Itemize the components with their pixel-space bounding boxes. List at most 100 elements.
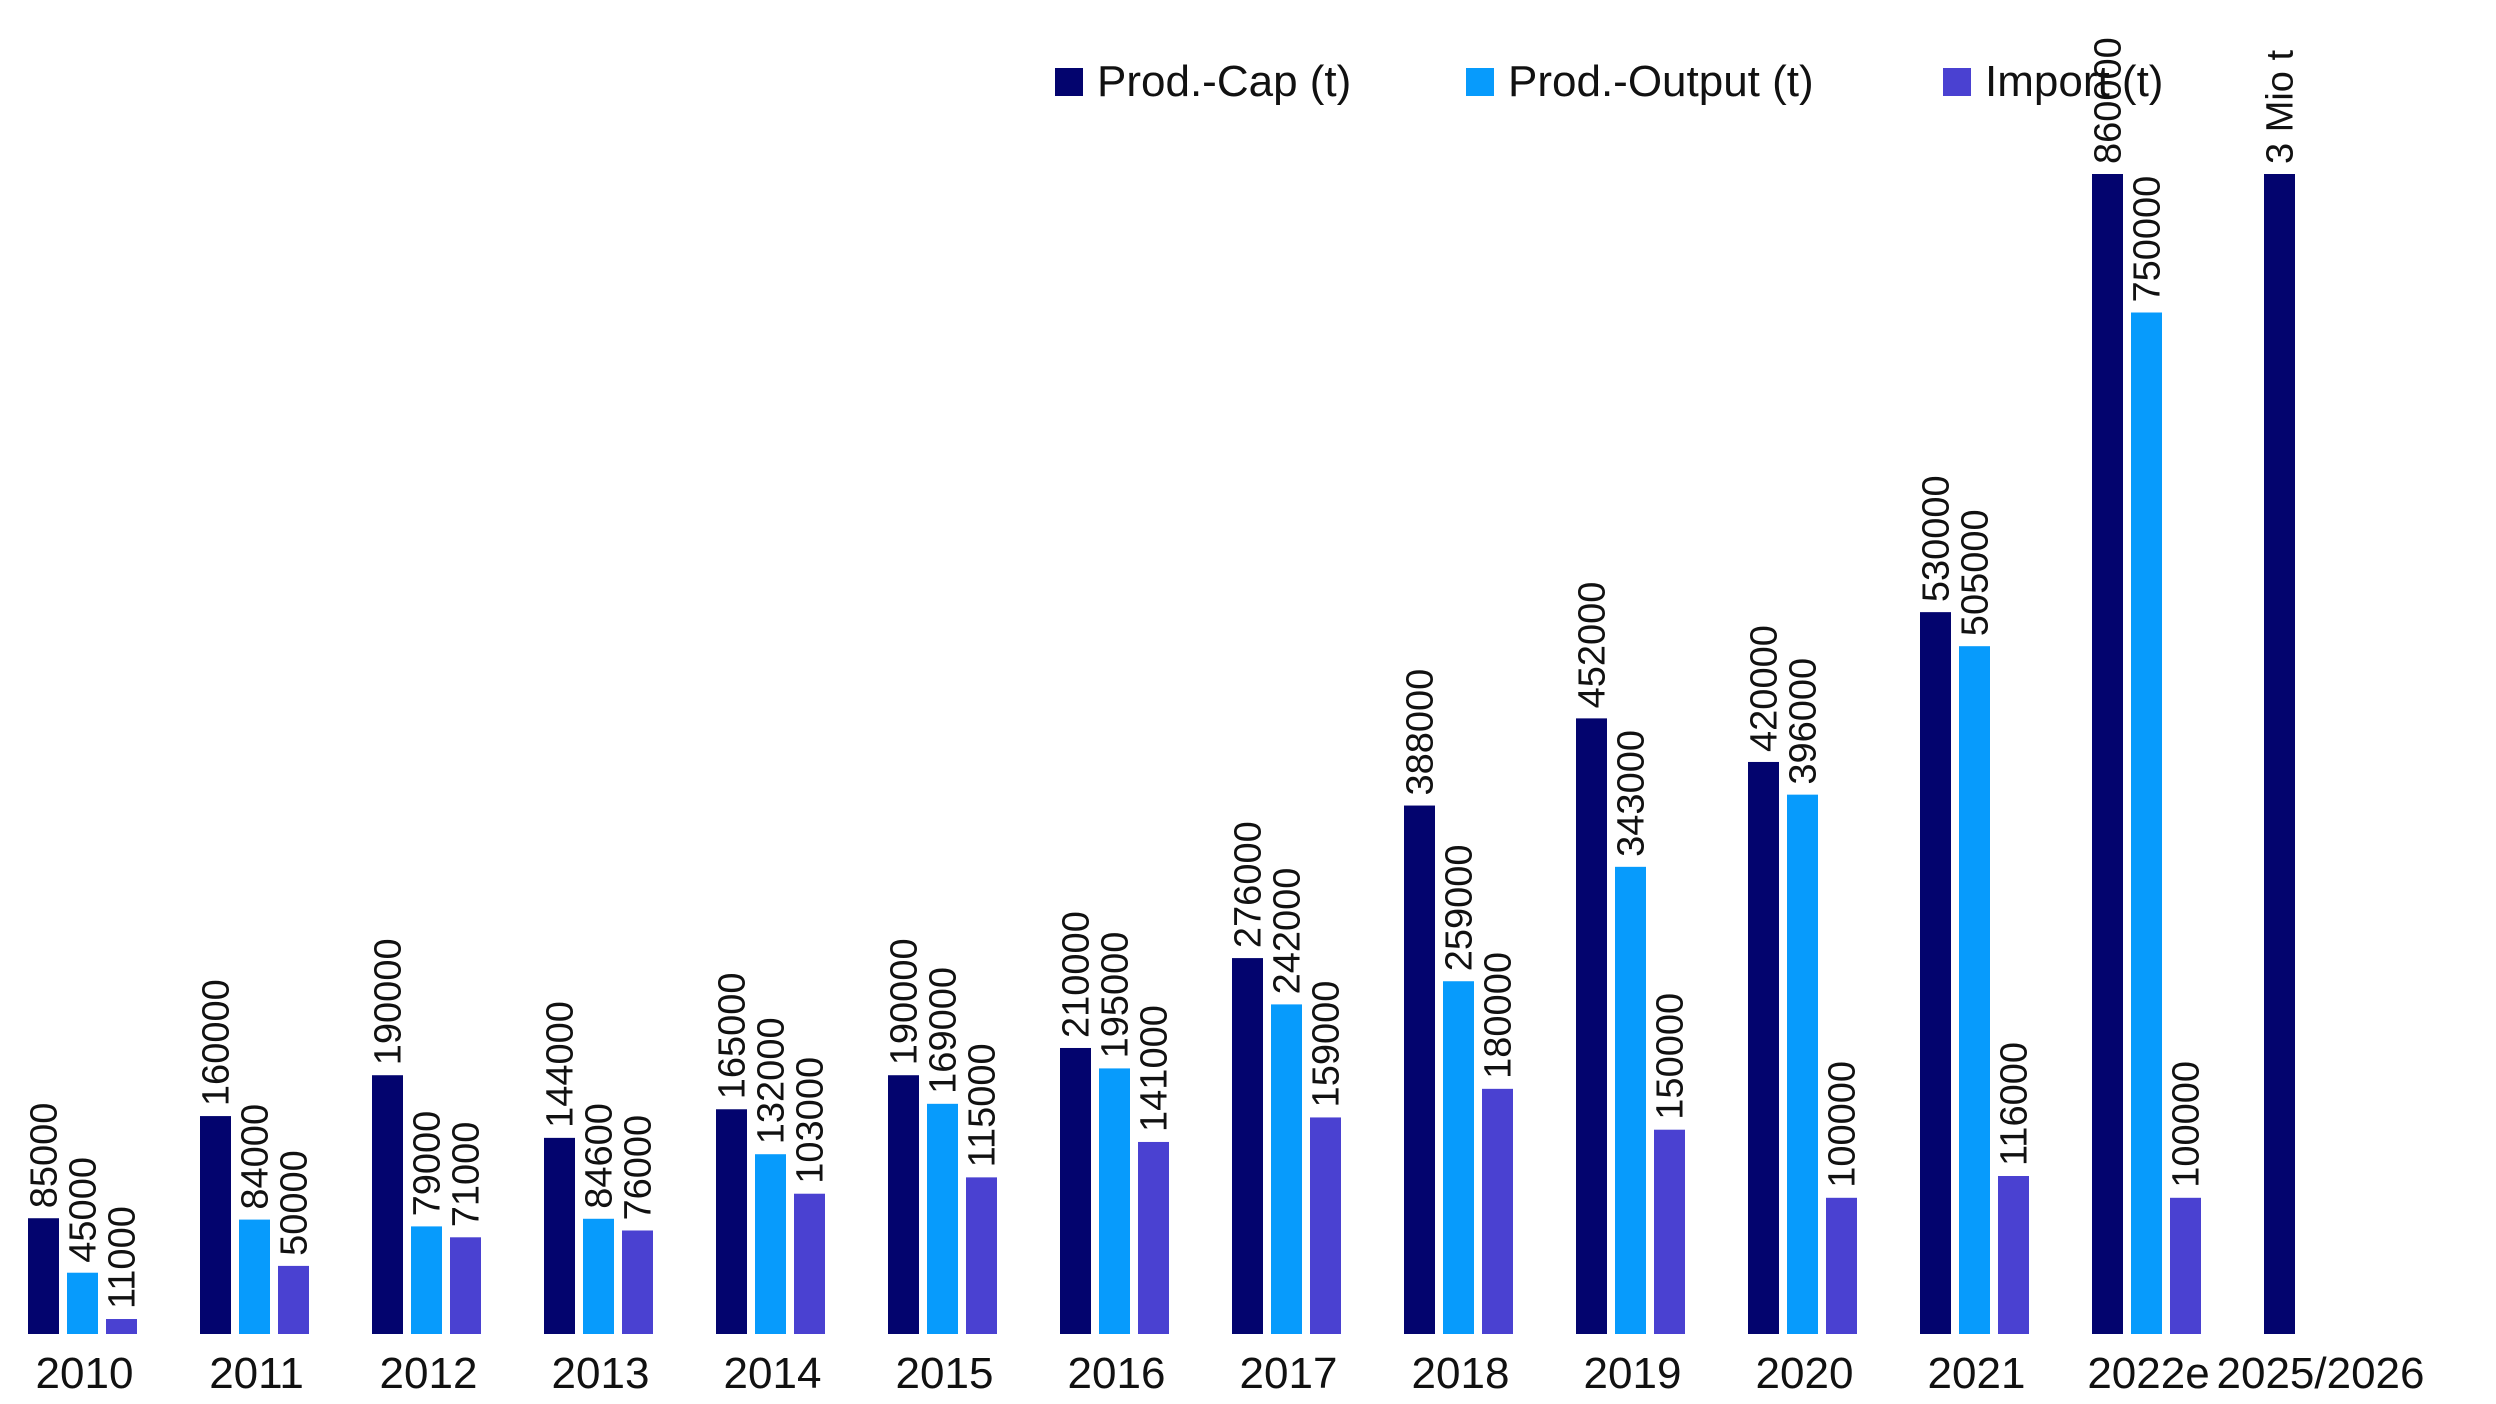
legend-label: Import (t) (1985, 57, 2163, 106)
bar-2011-series-0 (200, 1116, 231, 1334)
bar-2016-series-0 (1060, 1047, 1091, 1334)
bar-2021-series-1 (1959, 646, 1990, 1334)
bar-2012-series-2 (450, 1237, 481, 1334)
value-label: 259000 (1439, 844, 1481, 971)
value-label: 530000 (1916, 475, 1958, 602)
value-label: 242000 (1267, 868, 1309, 995)
bar-2020-series-0 (1748, 761, 1779, 1334)
value-label: 210000 (1056, 911, 1098, 1038)
value-label: 195000 (1095, 932, 1137, 1059)
legend: Prod.-Cap (t) Prod.-Output (t) Import (t) (1055, 57, 2163, 106)
bar-2022e-series-2 (2170, 1197, 2201, 1334)
value-label: 3 Mio t (2260, 50, 2302, 164)
bar-2020-series-2 (1826, 1197, 1857, 1334)
category-label: 2025/2026 (2217, 1349, 2425, 1398)
bar-2011-series-2 (278, 1265, 309, 1334)
category-label: 2014 (724, 1349, 822, 1398)
category-label: 2015 (896, 1349, 994, 1398)
value-label: 116000 (1994, 1042, 2036, 1166)
value-label: 343000 (1611, 730, 1653, 857)
value-label: 79000 (407, 1111, 449, 1217)
bar-2013-series-2 (622, 1230, 653, 1334)
category-label: 2010 (36, 1349, 134, 1398)
bar-2018-series-2 (1482, 1088, 1513, 1334)
bar-2021-series-2 (1998, 1176, 2029, 1334)
value-label: 84600 (579, 1103, 621, 1209)
value-label: 750000 (2127, 176, 2169, 303)
bar-2012-series-0 (372, 1075, 403, 1334)
value-label: 505000 (1955, 509, 1997, 636)
value-label: 132000 (751, 1017, 793, 1144)
value-label: 84000 (235, 1104, 277, 1210)
category-labels: 2010 2011 2012 2013 2014 2015 2016 2017 2018 2019… (36, 1349, 2425, 1398)
value-label: 860000 (2088, 37, 2130, 164)
value-label: 388000 (1400, 669, 1442, 796)
bar-2015-series-0 (888, 1075, 919, 1334)
category-label: 2021 (1928, 1349, 2026, 1398)
category-label: 2011 (209, 1349, 304, 1398)
legend-swatch (1055, 68, 1083, 96)
value-label: 160000 (196, 979, 238, 1106)
bars (28, 174, 2295, 1334)
legend-label: Prod.-Output (t) (1508, 57, 1814, 106)
value-label: 115000 (962, 1043, 1004, 1167)
bar-2017-series-0 (1232, 958, 1263, 1334)
value-label: 276000 (1228, 821, 1270, 948)
legend-swatch (1466, 68, 1494, 96)
category-label: 2020 (1756, 1349, 1854, 1398)
value-label: 144000 (540, 1001, 582, 1128)
value-label: 396000 (1783, 658, 1825, 785)
bar-2019-series-1 (1615, 866, 1646, 1334)
bar-2010-series-2 (106, 1319, 137, 1334)
bar-2019-series-0 (1576, 718, 1607, 1334)
bar-2013-series-0 (544, 1137, 575, 1334)
bar-2022e-series-0 (2092, 174, 2123, 1334)
bar-2021-series-0 (1920, 612, 1951, 1334)
bar-2015-series-2 (966, 1177, 997, 1334)
value-label: 190000 (884, 938, 926, 1065)
bar-2010-series-1 (67, 1272, 98, 1334)
category-label: 2013 (552, 1349, 650, 1398)
category-label: 2018 (1412, 1349, 1510, 1398)
bar-2017-series-1 (1271, 1004, 1302, 1334)
bar-2011-series-1 (239, 1219, 270, 1334)
legend-swatch (1943, 68, 1971, 96)
value-label: 103000 (790, 1057, 832, 1184)
category-label: 2022e (2087, 1349, 2209, 1398)
value-label: 141000 (1134, 1005, 1176, 1132)
bar-2015-series-1 (927, 1103, 958, 1334)
bar-2014-series-0 (716, 1109, 747, 1334)
value-label: 100000 (1822, 1061, 1864, 1188)
category-label: 2012 (380, 1349, 478, 1398)
value-label: 76000 (618, 1115, 660, 1221)
value-label: 150000 (1650, 993, 1692, 1120)
category-label: 2017 (1240, 1349, 1338, 1398)
value-label: 50000 (274, 1150, 316, 1256)
bar-2020-series-1 (1787, 794, 1818, 1334)
bar-2010-series-0 (28, 1218, 59, 1334)
value-label: 11000 (102, 1206, 144, 1309)
category-label: 2016 (1068, 1349, 1166, 1398)
value-label: 169000 (923, 967, 965, 1094)
bar-2018-series-0 (1404, 805, 1435, 1334)
value-label: 452000 (1572, 582, 1614, 709)
value-label: 85000 (24, 1103, 66, 1209)
value-label: 180000 (1478, 952, 1520, 1079)
bar-2013-series-1 (583, 1218, 614, 1334)
bar-2016-series-2 (1138, 1141, 1169, 1334)
bar-2014-series-1 (755, 1154, 786, 1334)
bar-2017-series-2 (1310, 1117, 1341, 1334)
value-label: 71000 (446, 1122, 488, 1228)
value-label: 420000 (1744, 625, 1786, 752)
bar-2019-series-2 (1654, 1129, 1685, 1334)
value-label: 45000 (63, 1157, 105, 1263)
bar-20252026-series-0 (2264, 174, 2295, 1334)
value-label: 159000 (1306, 981, 1348, 1108)
bar-2016-series-1 (1099, 1068, 1130, 1334)
bar-2014-series-2 (794, 1193, 825, 1334)
value-label: 190000 (368, 938, 410, 1065)
value-label: 100000 (2166, 1061, 2208, 1188)
legend-label: Prod.-Cap (t) (1097, 57, 1351, 106)
